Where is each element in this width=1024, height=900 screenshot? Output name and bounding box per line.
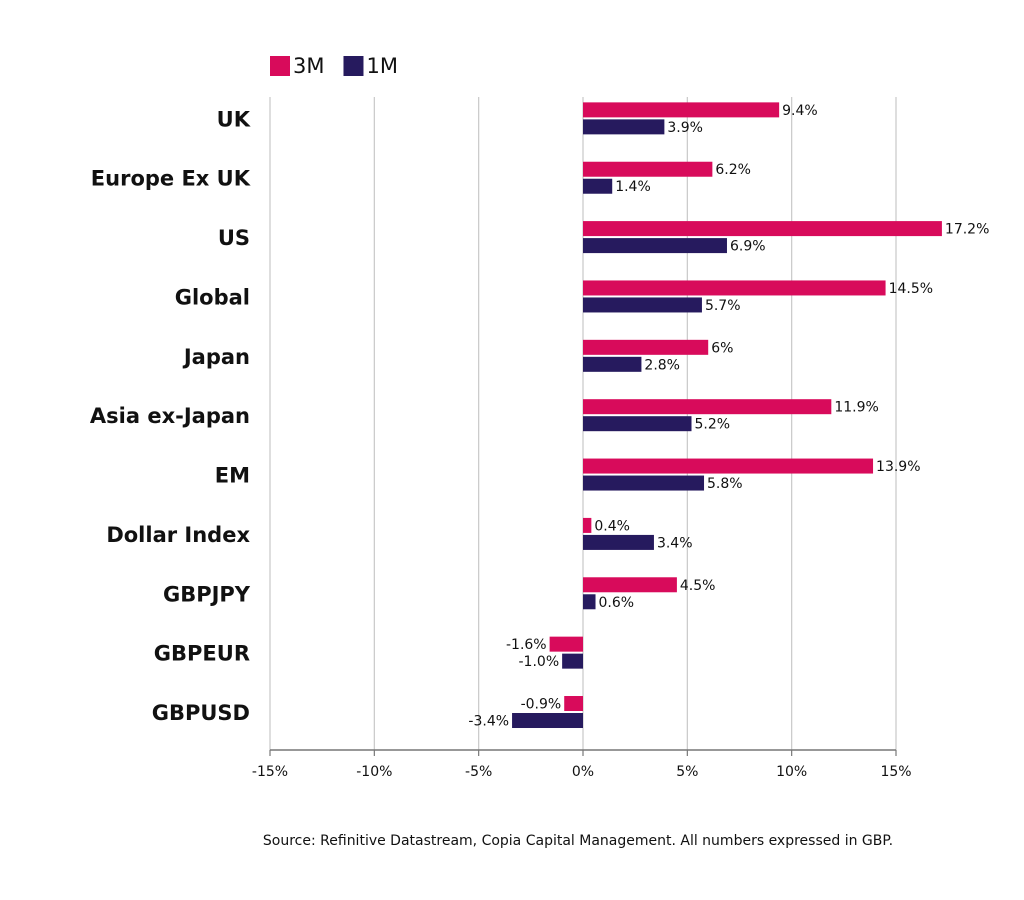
category-label: GBPEUR	[154, 642, 250, 666]
category-label: Asia ex-Japan	[90, 404, 250, 428]
bar	[549, 636, 583, 652]
bar	[583, 238, 727, 254]
category-label: Japan	[182, 345, 250, 369]
bar	[512, 713, 583, 729]
bar	[583, 416, 692, 432]
category-label: US	[218, 226, 250, 250]
category-label: EM	[215, 464, 250, 488]
x-tick-label: 0%	[572, 764, 594, 780]
bar	[583, 280, 886, 296]
value-label: 5.8%	[707, 476, 743, 492]
category-label: Global	[175, 285, 250, 309]
value-label: 0.6%	[599, 595, 635, 611]
x-tick-label: 10%	[776, 764, 807, 780]
category-label: GBPJPY	[163, 582, 251, 606]
legend-swatch	[343, 56, 364, 76]
x-tick-label: -15%	[252, 764, 288, 780]
legend-label: 1M	[366, 54, 397, 78]
x-tick-label: -10%	[356, 764, 392, 780]
bar	[583, 339, 709, 355]
value-label: 13.9%	[876, 459, 920, 475]
value-label: -1.0%	[519, 654, 560, 670]
value-label: 0.4%	[594, 518, 630, 534]
bar	[583, 221, 942, 237]
value-label: 4.5%	[680, 578, 716, 594]
source-note: Source: Refinitive Datastream, Copia Cap…	[263, 833, 893, 849]
bar	[583, 534, 654, 550]
value-label: 17.2%	[945, 222, 989, 238]
bar	[583, 161, 713, 177]
value-label: 14.5%	[889, 281, 933, 297]
value-label: 5.2%	[695, 417, 731, 433]
legend-label: 3M	[293, 54, 324, 78]
category-label: Europe Ex UK	[91, 167, 251, 191]
bar	[583, 458, 874, 474]
value-label: 11.9%	[834, 400, 878, 416]
bar	[562, 653, 583, 669]
bar	[583, 517, 592, 533]
category-label: GBPUSD	[152, 701, 250, 725]
value-label: 3.4%	[657, 535, 693, 551]
value-label: 1.4%	[615, 179, 651, 195]
bar	[583, 399, 832, 415]
bar	[583, 119, 665, 135]
value-label: -3.4%	[468, 714, 509, 730]
bar	[583, 594, 596, 610]
value-label: 6%	[711, 340, 733, 356]
value-label: -1.6%	[506, 637, 547, 653]
value-label: 9.4%	[782, 103, 818, 119]
bar	[583, 475, 705, 491]
value-label: -0.9%	[521, 697, 562, 713]
value-label: 6.2%	[715, 162, 751, 178]
category-label: Dollar Index	[106, 523, 250, 547]
value-label: 5.7%	[705, 298, 741, 314]
x-tick-label: -5%	[465, 764, 492, 780]
value-label: 2.8%	[644, 357, 680, 373]
bar	[564, 696, 583, 712]
bar	[583, 356, 642, 372]
legend-swatch	[270, 56, 290, 76]
bar	[583, 178, 613, 194]
bar	[583, 102, 780, 118]
x-tick-label: 5%	[676, 764, 698, 780]
value-label: 6.9%	[730, 239, 766, 255]
value-label: 3.9%	[667, 120, 703, 136]
category-label: UK	[217, 107, 251, 131]
x-tick-label: 15%	[880, 764, 911, 780]
bar	[583, 297, 702, 313]
bar	[583, 577, 677, 593]
